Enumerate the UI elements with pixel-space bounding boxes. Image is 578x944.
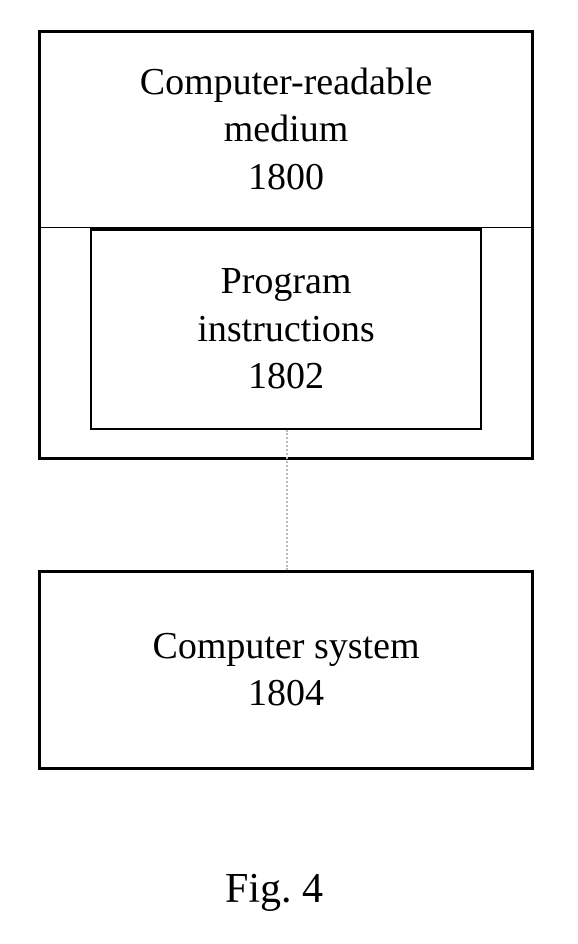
box-program-instructions: Program instructions 1802 xyxy=(90,228,482,430)
figure-caption: Fig. 4 xyxy=(225,865,323,913)
box-instructions-number: 1802 xyxy=(248,353,324,401)
box-computer-system: Computer system 1804 xyxy=(38,570,534,770)
box-system-number: 1804 xyxy=(248,670,324,718)
box-computer-readable-medium: Computer-readable medium 1800 xyxy=(38,30,534,230)
diagram-canvas: Computer-readable medium 1800 Program in… xyxy=(0,0,578,944)
box-medium-line1: Computer-readable xyxy=(140,59,433,107)
box-instructions-line1: Program xyxy=(221,258,352,306)
connector-line xyxy=(286,430,288,570)
box-instructions-line2: instructions xyxy=(197,306,374,354)
box-medium-number: 1800 xyxy=(248,154,324,202)
box-system-line1: Computer system xyxy=(152,623,419,671)
box-medium-line2: medium xyxy=(224,106,349,154)
